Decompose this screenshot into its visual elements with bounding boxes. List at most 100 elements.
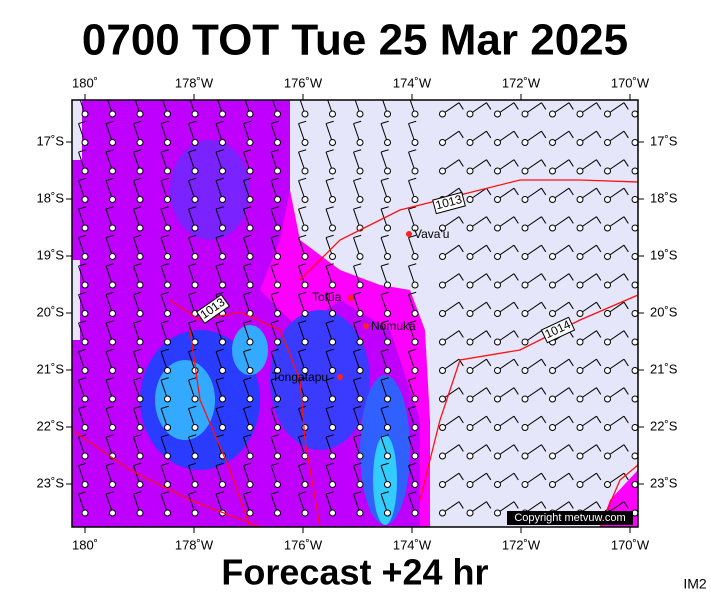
station — [384, 424, 391, 431]
station — [384, 310, 391, 317]
station — [81, 110, 89, 118]
station — [384, 509, 391, 517]
station — [576, 253, 584, 260]
wind-barb — [325, 149, 334, 153]
wind-barb — [408, 462, 417, 467]
station — [549, 367, 556, 374]
wind-barb — [353, 377, 362, 381]
wind-barb — [105, 234, 114, 239]
wind-barb — [568, 301, 574, 310]
wind-barb — [215, 206, 224, 210]
wind-barb — [541, 444, 547, 452]
wind-barb — [188, 320, 197, 324]
wind-barb — [380, 491, 389, 495]
wind-barb — [160, 149, 169, 153]
station — [439, 509, 446, 517]
wind-barb — [486, 444, 492, 452]
place-label: Vava'u — [414, 227, 449, 241]
wind-barb — [513, 301, 519, 310]
wind-barb — [513, 358, 519, 367]
wind-barb — [325, 491, 334, 495]
lat-label-left: 17˚S — [37, 133, 65, 148]
wind-barb — [189, 93, 197, 95]
station — [439, 139, 446, 146]
wind-barb — [596, 330, 602, 338]
station — [604, 139, 611, 146]
station — [136, 253, 144, 260]
wind-barb — [381, 93, 389, 95]
station — [521, 481, 529, 488]
wind-barb — [596, 472, 602, 481]
station — [384, 395, 391, 403]
station — [81, 224, 89, 232]
station — [191, 139, 199, 146]
wind-barb — [596, 102, 602, 110]
station — [109, 196, 116, 203]
station — [301, 481, 309, 488]
station — [136, 167, 144, 175]
station — [356, 253, 364, 260]
wind-barb — [652, 160, 656, 167]
wind-barb — [188, 405, 197, 410]
wind-barb — [243, 320, 252, 324]
wind-barb — [568, 415, 574, 424]
station — [411, 509, 419, 517]
wind-barb — [215, 348, 224, 353]
station — [466, 395, 474, 403]
wind-barb — [188, 234, 197, 239]
station — [356, 167, 364, 175]
wind-barb — [458, 301, 464, 310]
wind-barb — [78, 263, 87, 267]
wind-barb — [541, 415, 547, 424]
wind-barb — [244, 93, 252, 95]
station — [109, 110, 116, 118]
station — [549, 196, 556, 203]
wind-barb — [513, 244, 519, 253]
wind-barb — [243, 434, 252, 438]
wind-barb — [408, 120, 417, 125]
station — [246, 452, 254, 460]
station — [109, 253, 116, 260]
wind-barb — [568, 216, 574, 224]
station — [246, 253, 254, 260]
wind-barb — [596, 301, 602, 310]
station — [576, 424, 584, 431]
wind-barb — [78, 291, 87, 296]
wind-barb — [353, 434, 362, 438]
station — [81, 167, 89, 175]
station — [274, 139, 281, 146]
wind-barb — [215, 120, 224, 125]
wind-barb — [215, 177, 224, 182]
station — [466, 481, 474, 488]
wind-barb — [513, 102, 519, 110]
wind-barb — [623, 130, 629, 139]
wind-barb — [623, 387, 629, 395]
wind-barb — [486, 102, 492, 110]
wind-barb — [298, 120, 307, 125]
wind-barb — [134, 93, 142, 95]
wind-barb — [623, 444, 629, 452]
wind-barb — [652, 445, 656, 452]
wind-barb — [486, 187, 492, 196]
wind-barb — [78, 348, 87, 353]
station — [384, 224, 391, 232]
station — [439, 224, 446, 232]
wind-barb — [105, 206, 114, 210]
wind-barb — [105, 120, 114, 125]
wind-barb — [270, 348, 279, 353]
station — [301, 338, 309, 346]
station — [411, 139, 419, 146]
wind-barb — [408, 206, 417, 210]
station — [164, 281, 171, 289]
station — [494, 509, 501, 517]
station — [164, 481, 171, 488]
wind-barb — [298, 320, 307, 324]
station — [246, 167, 254, 175]
wind-barb — [270, 177, 279, 182]
wind-barb — [160, 405, 169, 410]
station — [191, 110, 199, 118]
wind-barb — [513, 330, 519, 338]
wind-barb — [133, 120, 142, 125]
places: Vava'u Tofua Nomuka Tongatapu — [272, 227, 449, 384]
station — [109, 139, 116, 146]
